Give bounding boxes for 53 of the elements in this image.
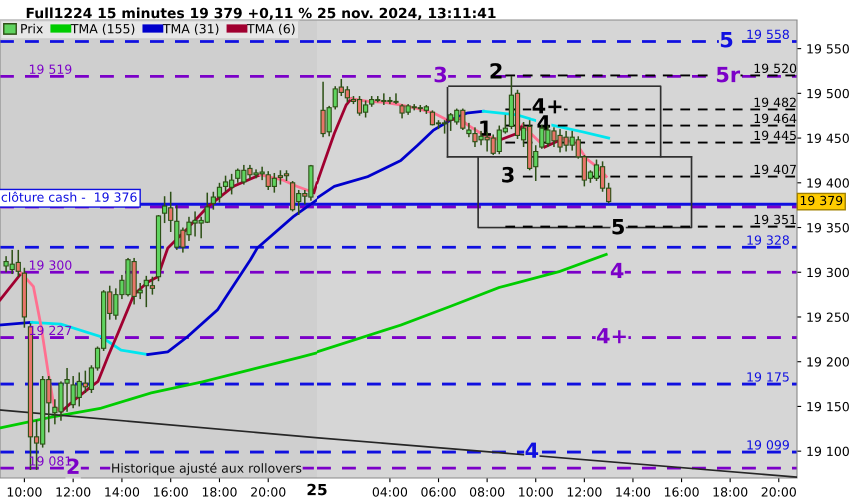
ref-line-label: 19 328 bbox=[747, 235, 789, 245]
y-tick-label: 19 450 bbox=[807, 134, 849, 144]
annotation: 19 351 bbox=[754, 214, 796, 224]
annotation: 4 bbox=[526, 442, 538, 458]
x-tick-label: 16:00 bbox=[664, 487, 699, 497]
annotation: 19 464 bbox=[754, 114, 796, 124]
x-tick-label: 10:00 bbox=[8, 487, 42, 497]
y-tick-label: 19 550 bbox=[807, 44, 849, 54]
annotation: 3 bbox=[502, 166, 514, 183]
annotation: 19 482 bbox=[754, 98, 796, 108]
x-tick-label: 08:00 bbox=[470, 487, 504, 497]
x-tick-label: 14:00 bbox=[616, 487, 650, 497]
x-tick-label: 20:00 bbox=[251, 487, 286, 497]
ref-line-label: 19 558 bbox=[747, 30, 789, 40]
y-tick-label: 19 400 bbox=[807, 178, 849, 188]
chart-title: Full1224 15 minutes 19 379 +0,11 % 25 nov. 2024, 13:11:41 bbox=[26, 8, 496, 20]
annotation: 19 445 bbox=[754, 130, 796, 140]
x-tick-label: 18:00 bbox=[202, 487, 237, 497]
y-tick-label: 19 250 bbox=[807, 312, 849, 322]
text: 19 379 bbox=[800, 196, 842, 206]
y-tick-label: 19 100 bbox=[807, 446, 849, 456]
legend-label: Prix bbox=[21, 24, 43, 34]
y-tick-label: 19 350 bbox=[807, 223, 849, 232]
x-tick-label: 16:00 bbox=[154, 487, 188, 497]
annotation: Historique ajusté aux rollovers bbox=[112, 462, 302, 476]
annotation: 3 bbox=[434, 66, 446, 82]
x-tick-label: 12:00 bbox=[56, 487, 90, 497]
annotation: 5r bbox=[716, 66, 740, 82]
annotation: 19 407 bbox=[754, 164, 796, 174]
x-tick-label: 20:00 bbox=[762, 487, 796, 497]
y-tick-label: 19 150 bbox=[807, 402, 849, 412]
text: 25 bbox=[308, 484, 327, 496]
annotation: 4+ bbox=[532, 98, 562, 114]
ref-line-label: clôture cash - 19 376 bbox=[2, 192, 137, 202]
ref-line-label: 19 099 bbox=[747, 440, 789, 450]
annotation: 5 bbox=[720, 32, 732, 48]
ref-line-label: 19 175 bbox=[747, 372, 789, 382]
annotation: 19 520 bbox=[754, 64, 796, 74]
ref-line-label: 19 300 bbox=[30, 260, 72, 270]
y-tick-label: 19 500 bbox=[807, 88, 849, 98]
y-tick-label: 19 300 bbox=[807, 268, 849, 278]
annotation: 4+ bbox=[597, 328, 626, 344]
ref-line-label: 19 519 bbox=[30, 64, 72, 74]
annotation: 2 bbox=[490, 63, 502, 79]
x-tick-label: 10:00 bbox=[519, 487, 553, 497]
x-tick-label: 04:00 bbox=[372, 487, 408, 497]
annotation: 4 bbox=[610, 262, 624, 278]
annotation: 5 bbox=[612, 218, 624, 234]
x-tick-label: 14:00 bbox=[105, 487, 140, 497]
y-tick-label: 19 200 bbox=[807, 357, 849, 367]
x-tick-label: 12:00 bbox=[568, 487, 602, 497]
x-tick-label: 18:00 bbox=[714, 487, 748, 497]
x-tick-label: 06:00 bbox=[421, 487, 456, 497]
